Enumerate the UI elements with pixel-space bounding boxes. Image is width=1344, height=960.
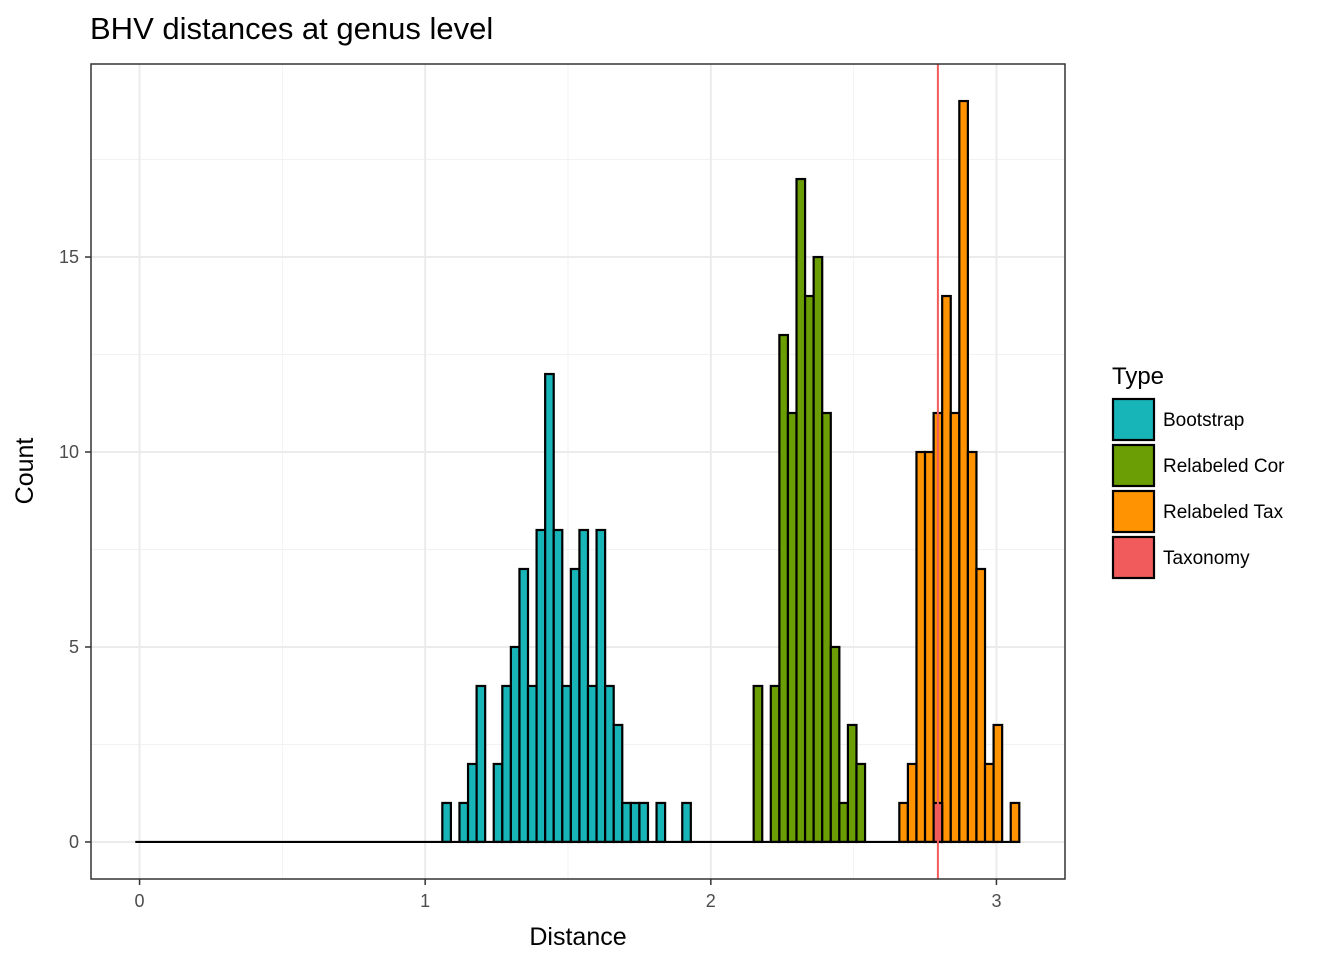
bar-relabeled-tax [983,762,995,844]
bar-bootstrap [561,684,572,844]
bar-bootstrap [629,801,641,844]
legend-swatch-bootstrap [1111,397,1156,442]
bar-bootstrap [509,645,521,844]
legend-title: Type [1112,363,1164,390]
bar-bootstrap [638,801,650,844]
bar-bootstrap [466,762,478,844]
bar-bootstrap [681,801,692,844]
bar-relabeled-cor [821,411,832,844]
bar-bootstrap [441,801,452,844]
bar-bootstrap [552,528,564,844]
bar-bootstrap [492,762,504,844]
bar-bootstrap [526,684,538,844]
plot-border [90,63,1066,880]
bar-relabeled-tax [958,99,969,844]
y-tick-label: 15 [59,247,79,267]
bar-bootstrap [595,528,607,844]
x-tick-label: 1 [420,891,430,911]
bar-bootstrap [544,372,555,844]
y-tick-label: 10 [59,442,79,462]
bar-bootstrap [475,684,487,844]
bar-relabeled-tax [966,450,978,844]
bar-bootstrap [458,801,470,844]
bar-relabeled-cor [795,177,807,844]
bar-bootstrap [518,567,530,844]
x-axis: 0 1 2 3 [135,879,1001,911]
legend-label-relabeled-tax: Relabeled Tax [1163,502,1284,523]
bar-relabeled-tax [975,567,987,844]
bar-bootstrap [535,528,547,844]
legend-label-relabeled-cor: Relabeled Cor [1163,456,1285,477]
bar-relabeled-cor [786,411,798,844]
bar-bootstrap [621,801,632,844]
bar-bootstrap [578,528,590,844]
bar-relabeled-tax [906,762,918,844]
bar-relabeled-cor [829,645,841,844]
x-tick-label: 2 [706,891,716,911]
bar-relabeled-tax [992,723,1004,844]
bar-relabeled-cor [778,333,790,844]
x-tick-label: 3 [991,891,1001,911]
legend-swatch-relabeled-tax [1111,489,1156,534]
y-axis-title: Count [11,438,39,505]
bar-relabeled-tax [915,450,927,844]
legend-label-taxonomy: Taxonomy [1163,548,1250,569]
bar-bootstrap [569,567,581,844]
bar-relabeled-tax [949,411,961,844]
legend: Type Bootstrap Relabeled Cor Relabeled Tax… [1111,363,1285,580]
bar-relabeled-cor [838,801,850,844]
bar-bootstrap [586,684,598,844]
bar-bootstrap [501,684,512,844]
chart-title: BHV distances at genus level [90,11,493,46]
bar-relabeled-cor [769,684,781,844]
bar-relabeled-tax [923,450,935,844]
bar-relabeled-cor [812,255,824,844]
bar-relabeled-cor [752,684,764,844]
bar-bootstrap [612,723,624,844]
x-axis-title: Distance [529,923,626,951]
y-tick-label: 0 [69,832,79,852]
y-tick-label: 5 [69,637,79,657]
legend-swatch-taxonomy [1111,535,1156,580]
bar-bootstrap [655,801,667,844]
bar-relabeled-cor [846,723,858,844]
legend-label-bootstrap: Bootstrap [1163,410,1244,431]
bar-relabeled-cor [803,294,815,844]
x-tick-label: 0 [135,891,145,911]
bar-relabeled-tax [898,801,910,844]
bar-relabeled-tax [941,294,952,844]
bar-relabeled-cor [855,762,867,844]
y-axis: 0 5 10 15 [59,247,91,852]
plot-panel [90,63,1066,880]
bar-bootstrap [604,684,615,844]
bar-relabeled-tax [1009,801,1021,844]
legend-swatch-relabeled-cor [1111,443,1156,488]
